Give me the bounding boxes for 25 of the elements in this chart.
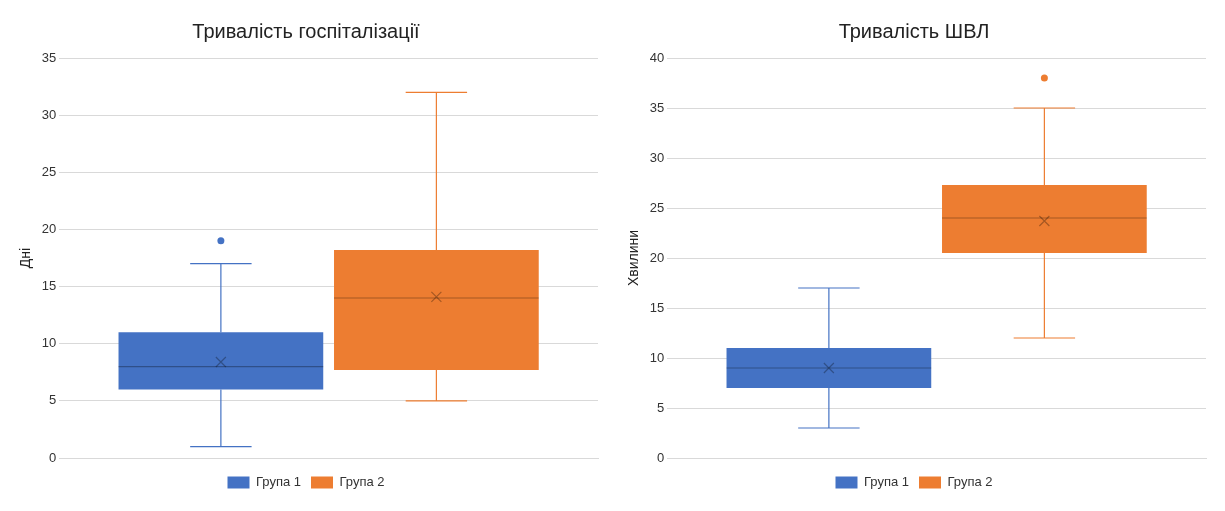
y-tick-label: 20 (649, 249, 665, 265)
legend-label: Група 2 (947, 474, 993, 490)
y-axis-title: Хвилини (625, 229, 642, 287)
y-tick-label: 15 (649, 299, 665, 315)
y-tick-label: 0 (49, 449, 57, 465)
y-tick-label: 35 (41, 49, 57, 65)
y-tick-label: 35 (649, 99, 665, 115)
y-tick-label: 10 (41, 335, 57, 351)
legend-label: Група 1 (864, 474, 910, 490)
chart-title: Тривалість ШВЛ (838, 19, 990, 42)
legend-label: Група 1 (256, 474, 302, 490)
y-tick-label: 15 (41, 278, 57, 294)
y-axis-title: Дні (17, 247, 34, 269)
chart-title: Тривалість госпіталізації (192, 19, 421, 42)
y-tick-label: 30 (41, 106, 57, 122)
legend-label: Група 2 (339, 474, 385, 490)
y-tick-label: 0 (657, 449, 665, 465)
y-tick-label: 10 (649, 349, 665, 365)
y-tick-label: 5 (657, 399, 665, 415)
y-tick-label: 30 (649, 149, 665, 165)
y-tick-label: 25 (649, 199, 665, 215)
y-tick-label: 25 (41, 163, 57, 179)
y-tick-label: 40 (649, 49, 665, 65)
y-tick-label: 5 (49, 392, 57, 408)
y-tick-label: 20 (41, 221, 57, 237)
